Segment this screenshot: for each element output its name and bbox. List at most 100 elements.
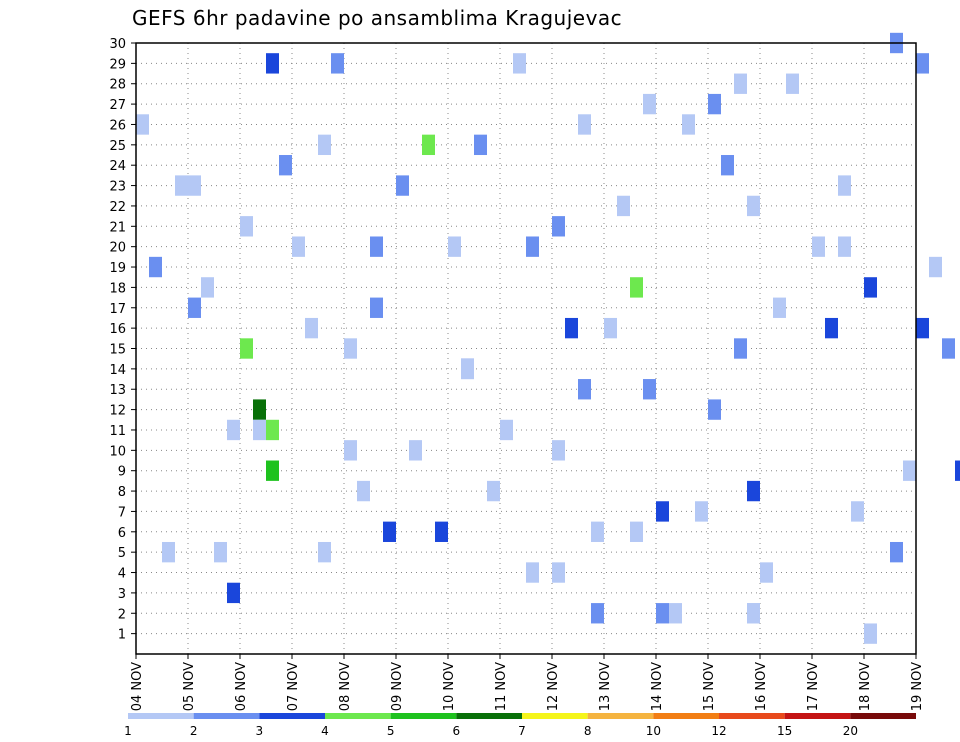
- heatmap-cell: [318, 541, 331, 563]
- heatmap-cell: [318, 134, 331, 156]
- heatmap-cell: [851, 501, 864, 522]
- heatmap-cell: [305, 317, 318, 339]
- y-tick-label: 13: [109, 383, 126, 398]
- x-tick-label: 11 NOV: [494, 662, 509, 711]
- x-tick-label: 16 NOV: [754, 662, 769, 711]
- y-tick-label: 4: [118, 567, 126, 582]
- y-tick-label: 24: [109, 159, 126, 174]
- y-tick-label: 6: [118, 526, 126, 541]
- heatmap-cell: [266, 53, 279, 74]
- heatmap-cell: [188, 175, 201, 196]
- heatmap-cell: [786, 73, 799, 94]
- y-tick-label: 26: [109, 118, 126, 133]
- y-tick-label: 15: [109, 343, 126, 358]
- heatmap-cell: [630, 521, 643, 542]
- heatmap-cell: [526, 562, 539, 583]
- y-tick-label: 12: [109, 404, 126, 419]
- heatmap-cell: [656, 501, 669, 522]
- heatmap-cell: [461, 358, 474, 380]
- legend-swatch: [850, 713, 916, 719]
- x-tick-label: 05 NOV: [182, 662, 197, 711]
- heatmap-cell: [383, 521, 396, 542]
- heatmap-cell: [734, 338, 747, 359]
- y-tick-label: 18: [109, 281, 126, 296]
- y-tick-label: 8: [118, 485, 126, 500]
- legend-swatch: [259, 713, 325, 719]
- x-tick-label: 10 NOV: [442, 662, 457, 711]
- y-tick-label: 30: [109, 37, 126, 52]
- heatmap-cell: [253, 419, 266, 441]
- y-tick-label: 17: [109, 302, 126, 317]
- x-tick-label: 18 NOV: [858, 662, 873, 711]
- heatmap-cell: [773, 297, 786, 318]
- legend-label: 6: [453, 724, 461, 738]
- heatmap-cell: [240, 216, 253, 237]
- legend-swatch: [456, 713, 522, 719]
- heatmap-cell: [760, 562, 773, 583]
- heatmap-cell: [474, 134, 487, 156]
- heatmap-cell: [656, 603, 669, 624]
- heatmap-cell: [721, 155, 734, 176]
- heatmap-cell: [591, 521, 604, 542]
- y-tick-label: 28: [109, 78, 126, 93]
- heatmap-cell: [409, 440, 422, 461]
- x-tick-label: 15 NOV: [702, 662, 717, 711]
- heatmap-cell: [708, 93, 721, 115]
- heatmap-cell: [604, 317, 617, 339]
- heatmap-cell: [422, 134, 435, 156]
- y-tick-label: 5: [118, 546, 126, 561]
- heatmap-cell: [396, 175, 409, 196]
- y-tick-label: 1: [118, 628, 126, 643]
- y-tick-label: 22: [109, 200, 126, 215]
- y-tick-label: 23: [109, 180, 126, 195]
- legend-swatch: [390, 713, 457, 719]
- legend-swatch: [522, 713, 588, 719]
- heatmap-cell: [838, 236, 851, 257]
- y-tick-label: 27: [109, 98, 126, 113]
- heatmap-cell: [240, 338, 253, 359]
- y-tick-label: 3: [118, 587, 126, 602]
- heatmap-cell: [162, 541, 175, 563]
- heatmap-cell: [370, 236, 383, 257]
- legend-label: 7: [518, 724, 526, 738]
- heatmap-cell: [227, 582, 240, 604]
- heatmap-cell: [812, 236, 825, 257]
- heatmap-cell: [344, 338, 357, 359]
- heatmap-cell: [955, 460, 960, 481]
- legend-label: 5: [387, 724, 395, 738]
- y-tick-label: 16: [109, 322, 126, 337]
- heatmap-cell: [708, 399, 721, 420]
- x-tick-label: 09 NOV: [390, 662, 405, 711]
- heatmap-cell: [747, 603, 760, 624]
- x-tick-label: 07 NOV: [286, 662, 301, 711]
- x-tick-label: 19 NOV: [910, 662, 925, 711]
- legend-label: 2: [190, 724, 198, 738]
- heatmap-cell: [643, 93, 656, 115]
- legend-swatch: [653, 713, 719, 719]
- heatmap-cell: [292, 236, 305, 257]
- heatmap-cell: [487, 480, 500, 502]
- heatmap-cell: [149, 256, 162, 278]
- heatmap-cell: [344, 440, 357, 461]
- heatmap-cell: [747, 480, 760, 502]
- legend-label: 15: [777, 724, 792, 738]
- heatmap-cell: [435, 521, 448, 542]
- heatmap-cell: [916, 317, 929, 339]
- heatmap-cell: [591, 603, 604, 624]
- legend-label: 12: [711, 724, 726, 738]
- heatmap-cell: [916, 53, 929, 74]
- heatmap-cell: [253, 399, 266, 420]
- y-tick-label: 14: [109, 363, 126, 378]
- heatmap-cell: [227, 419, 240, 441]
- x-tick-label: 08 NOV: [338, 662, 353, 711]
- legend-swatch: [128, 713, 194, 719]
- heatmap-cell: [188, 297, 201, 318]
- heatmap-cell: [266, 419, 279, 441]
- heatmap-cell: [214, 541, 227, 563]
- heatmap-cell: [136, 114, 149, 135]
- heatmap-cell: [929, 256, 942, 278]
- heatmap-cell: [279, 155, 292, 176]
- heatmap-cell: [357, 480, 370, 502]
- y-tick-label: 19: [109, 261, 126, 276]
